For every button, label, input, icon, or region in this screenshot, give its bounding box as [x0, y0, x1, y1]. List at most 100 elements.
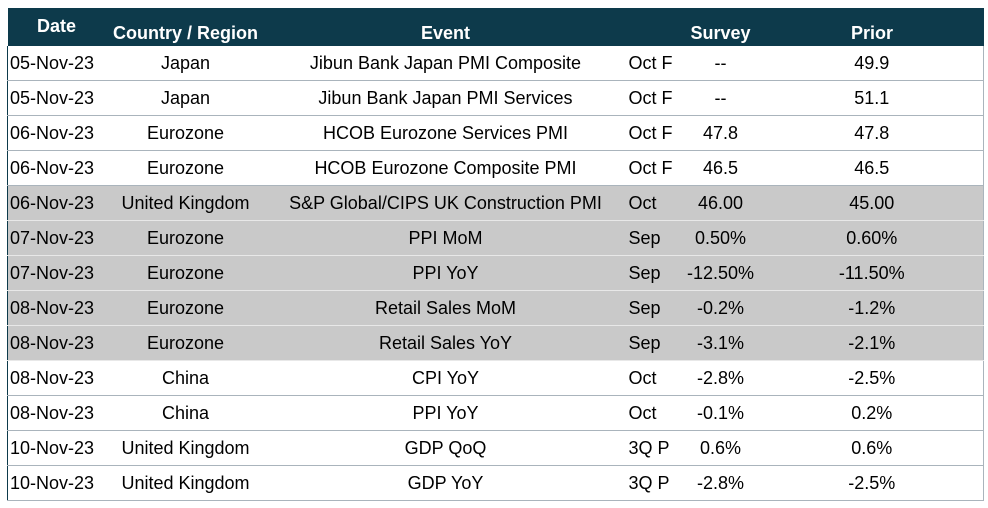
table-cell: Eurozone	[105, 150, 266, 186]
table-cell: Jibun Bank Japan PMI Services	[265, 80, 626, 116]
table-row: 07-Nov-23 Eurozone PPI MoM Sep 0.50% 0.60%	[7, 220, 984, 256]
table-cell: 0.60%	[760, 220, 984, 256]
table-container: Date Country / Region Event Survey Prior…	[7, 8, 984, 501]
table-cell: Retail Sales YoY	[265, 325, 626, 361]
table-cell: GDP QoQ	[265, 430, 626, 466]
table-cell: Eurozone	[105, 115, 266, 151]
table-cell: -3.1%	[680, 325, 761, 361]
table-cell: 08-Nov-23	[7, 360, 106, 396]
table-cell: Eurozone	[105, 290, 266, 326]
table-cell: 49.9	[760, 46, 984, 81]
table-cell: 10-Nov-23	[7, 430, 106, 466]
table-cell: -0.1%	[680, 395, 761, 431]
table-cell: 46.5	[760, 150, 984, 186]
table-cell: Oct	[625, 360, 681, 396]
table-cell: 0.6%	[680, 430, 761, 466]
table-row: 08-Nov-23 Eurozone Retail Sales YoY Sep -3.1…	[7, 325, 984, 361]
table-cell: United Kingdom	[105, 465, 266, 501]
table-cell: -12.50%	[680, 255, 761, 291]
table-cell: GDP YoY	[265, 465, 626, 501]
table-cell: 51.1	[760, 80, 984, 116]
table-cell: Eurozone	[105, 220, 266, 256]
table-row: 06-Nov-23 United Kingdom S&P Global/CIPS U…	[7, 185, 984, 221]
table-row: 06-Nov-23 Eurozone HCOB Eurozone Composite…	[7, 150, 984, 186]
table-cell: Oct	[625, 395, 681, 431]
header-cell: Prior	[760, 8, 984, 46]
table-cell: Oct	[625, 185, 681, 221]
table-row: 10-Nov-23 United Kingdom GDP QoQ 3Q P 0.6% 0.…	[7, 430, 984, 466]
table-cell: HCOB Eurozone Services PMI	[265, 115, 626, 151]
table-cell: Oct F	[625, 150, 681, 186]
table-cell: Oct F	[625, 80, 681, 116]
table-cell: PPI YoY	[265, 395, 626, 431]
table-cell: -2.8%	[680, 465, 761, 501]
table-cell: PPI MoM	[265, 220, 626, 256]
header-cell: Date	[7, 8, 106, 46]
table-cell: 06-Nov-23	[7, 115, 106, 151]
table-cell: Eurozone	[105, 325, 266, 361]
table-cell: Sep	[625, 325, 681, 361]
header-cell	[625, 8, 681, 46]
table-row: 05-Nov-23 Japan Jibun Bank Japan PMI Servi…	[7, 80, 984, 116]
table-body: 05-Nov-23 Japan Jibun Bank Japan PMI Compo…	[7, 46, 984, 501]
table-row: 08-Nov-23 Eurozone Retail Sales MoM Sep -0.2…	[7, 290, 984, 326]
table-cell: Japan	[105, 46, 266, 81]
table-cell: 3Q P	[625, 465, 681, 501]
table-cell: Oct F	[625, 115, 681, 151]
table-cell: 46.00	[680, 185, 761, 221]
table-cell: 08-Nov-23	[7, 395, 106, 431]
table-cell: 0.50%	[680, 220, 761, 256]
table-cell: China	[105, 395, 266, 431]
table-cell: 05-Nov-23	[7, 46, 106, 81]
table-row: 08-Nov-23 China CPI YoY Oct -2.8% -2.5%	[7, 360, 984, 396]
header-row: Date Country / Region Event Survey Prior	[7, 8, 984, 46]
table-cell: Sep	[625, 220, 681, 256]
table-cell: Sep	[625, 255, 681, 291]
header-cell: Event	[265, 8, 626, 46]
table-cell: Oct F	[625, 46, 681, 81]
table-cell: PPI YoY	[265, 255, 626, 291]
table-cell: -2.5%	[760, 360, 984, 396]
table-row: 07-Nov-23 Eurozone PPI YoY Sep -12.50% -11.50…	[7, 255, 984, 291]
table-row: 05-Nov-23 Japan Jibun Bank Japan PMI Compo…	[7, 46, 984, 81]
table-cell: S&P Global/CIPS UK Construction PMI	[265, 185, 626, 221]
table-cell: --	[680, 46, 761, 81]
table-cell: 08-Nov-23	[7, 290, 106, 326]
table-cell: 06-Nov-23	[7, 150, 106, 186]
table-cell: China	[105, 360, 266, 396]
table-cell: --	[680, 80, 761, 116]
table-cell: United Kingdom	[105, 185, 266, 221]
table-cell: 07-Nov-23	[7, 255, 106, 291]
table-cell: 0.6%	[760, 430, 984, 466]
table-cell: Sep	[625, 290, 681, 326]
table-cell: 45.00	[760, 185, 984, 221]
table-cell: 3Q P	[625, 430, 681, 466]
table-cell: United Kingdom	[105, 430, 266, 466]
table-cell: HCOB Eurozone Composite PMI	[265, 150, 626, 186]
table-cell: -11.50%	[760, 255, 984, 291]
header-cell: Survey	[680, 8, 761, 46]
table-cell: 46.5	[680, 150, 761, 186]
table-cell: 05-Nov-23	[7, 80, 106, 116]
table-cell: Eurozone	[105, 255, 266, 291]
calendar-table: Date Country / Region Event Survey Prior…	[7, 8, 984, 501]
table-cell: -1.2%	[760, 290, 984, 326]
table-cell: 10-Nov-23	[7, 465, 106, 501]
table-cell: -0.2%	[680, 290, 761, 326]
table-cell: CPI YoY	[265, 360, 626, 396]
table-cell: 0.2%	[760, 395, 984, 431]
table-cell: 47.8	[680, 115, 761, 151]
header-cell: Country / Region	[105, 8, 266, 46]
table-cell: 08-Nov-23	[7, 325, 106, 361]
table-cell: 47.8	[760, 115, 984, 151]
table-row: 08-Nov-23 China PPI YoY Oct -0.1% 0.2%	[7, 395, 984, 431]
table-cell: 06-Nov-23	[7, 185, 106, 221]
table-row: 10-Nov-23 United Kingdom GDP YoY 3Q P -2.8% -…	[7, 465, 984, 501]
table-cell: Retail Sales MoM	[265, 290, 626, 326]
table-cell: Jibun Bank Japan PMI Composite	[265, 46, 626, 81]
table-cell: -2.5%	[760, 465, 984, 501]
table-row: 06-Nov-23 Eurozone HCOB Eurozone Services …	[7, 115, 984, 151]
table-cell: 07-Nov-23	[7, 220, 106, 256]
table-cell: Japan	[105, 80, 266, 116]
